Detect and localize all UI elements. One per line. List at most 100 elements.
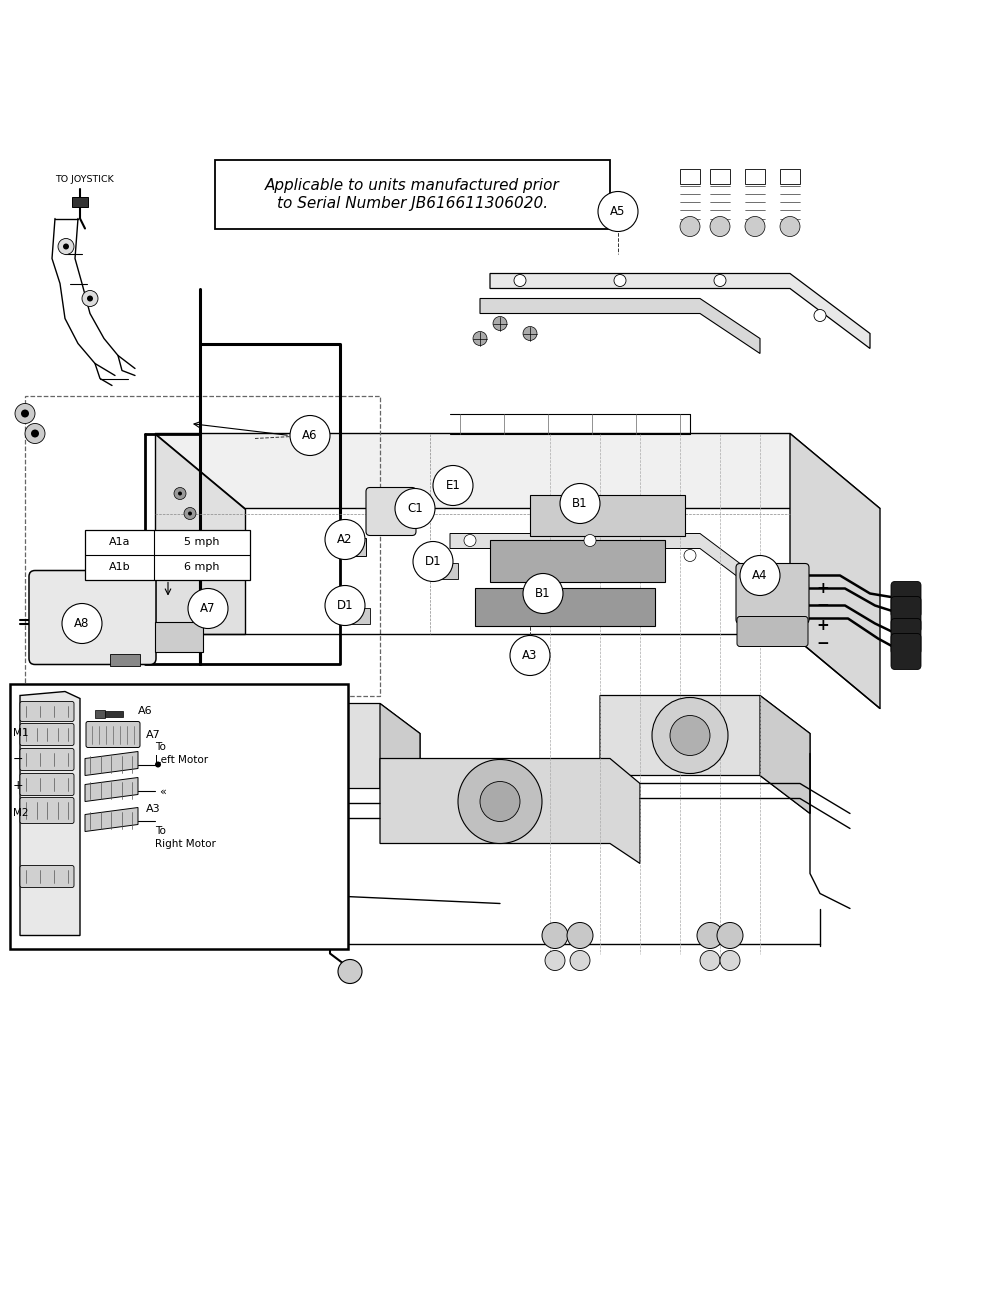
Bar bbox=[95, 710, 105, 718]
Bar bbox=[710, 169, 730, 183]
Circle shape bbox=[680, 217, 700, 237]
Circle shape bbox=[720, 950, 740, 971]
Circle shape bbox=[523, 327, 537, 341]
Text: M1: M1 bbox=[13, 728, 28, 738]
Bar bbox=[110, 654, 140, 665]
FancyBboxPatch shape bbox=[20, 724, 74, 745]
Text: To
Right Motor: To Right Motor bbox=[155, 826, 216, 848]
Text: B1: B1 bbox=[535, 587, 551, 600]
Text: +: + bbox=[13, 779, 24, 792]
Polygon shape bbox=[380, 758, 640, 864]
Bar bbox=[105, 711, 123, 716]
Polygon shape bbox=[600, 695, 810, 813]
Circle shape bbox=[700, 950, 720, 971]
Circle shape bbox=[325, 586, 365, 626]
Text: «: « bbox=[160, 787, 166, 796]
Circle shape bbox=[31, 430, 39, 438]
Circle shape bbox=[87, 295, 93, 302]
Text: B1: B1 bbox=[572, 497, 588, 510]
Circle shape bbox=[570, 950, 590, 971]
Circle shape bbox=[510, 635, 550, 676]
Bar bbox=[680, 169, 700, 183]
Text: A6: A6 bbox=[138, 706, 153, 715]
Circle shape bbox=[523, 574, 563, 613]
Polygon shape bbox=[790, 434, 880, 708]
Circle shape bbox=[670, 715, 710, 755]
Bar bbox=[10, 684, 348, 949]
Circle shape bbox=[584, 535, 596, 546]
FancyBboxPatch shape bbox=[20, 865, 74, 887]
FancyBboxPatch shape bbox=[737, 617, 808, 647]
Polygon shape bbox=[480, 298, 760, 353]
Polygon shape bbox=[245, 703, 420, 813]
Circle shape bbox=[15, 404, 35, 423]
FancyBboxPatch shape bbox=[29, 570, 156, 664]
Circle shape bbox=[598, 192, 638, 231]
Circle shape bbox=[415, 553, 425, 562]
Circle shape bbox=[560, 484, 600, 524]
Text: 6 mph: 6 mph bbox=[184, 562, 220, 572]
Bar bbox=[215, 161, 610, 229]
Text: 5 mph: 5 mph bbox=[184, 537, 220, 548]
Bar bbox=[745, 169, 765, 183]
Circle shape bbox=[454, 494, 462, 502]
Polygon shape bbox=[490, 273, 870, 349]
Text: −: − bbox=[13, 753, 24, 766]
Circle shape bbox=[188, 511, 192, 515]
Circle shape bbox=[740, 555, 780, 596]
FancyBboxPatch shape bbox=[20, 749, 74, 771]
Circle shape bbox=[652, 698, 728, 774]
FancyBboxPatch shape bbox=[736, 563, 809, 623]
Circle shape bbox=[62, 604, 102, 643]
FancyBboxPatch shape bbox=[891, 596, 921, 633]
Text: A2: A2 bbox=[337, 533, 353, 546]
Text: M2: M2 bbox=[13, 809, 28, 818]
Circle shape bbox=[425, 558, 435, 569]
Text: −: − bbox=[817, 599, 829, 613]
Text: A6: A6 bbox=[302, 429, 318, 442]
Text: A5: A5 bbox=[610, 205, 626, 218]
Text: C1: C1 bbox=[407, 502, 423, 515]
Polygon shape bbox=[85, 752, 138, 775]
Text: E1: E1 bbox=[446, 478, 460, 491]
Bar bbox=[338, 537, 366, 555]
Circle shape bbox=[21, 409, 29, 417]
Bar bbox=[155, 622, 203, 651]
Circle shape bbox=[710, 217, 730, 237]
Circle shape bbox=[464, 535, 476, 546]
Text: A4: A4 bbox=[752, 569, 768, 582]
FancyBboxPatch shape bbox=[20, 797, 74, 823]
Polygon shape bbox=[760, 695, 810, 813]
Bar bbox=[780, 169, 800, 183]
Circle shape bbox=[178, 491, 182, 495]
Text: A8: A8 bbox=[74, 617, 90, 630]
FancyBboxPatch shape bbox=[891, 618, 921, 655]
Bar bbox=[530, 495, 685, 536]
Circle shape bbox=[717, 923, 743, 949]
Text: Applicable to units manufactured prior
to Serial Number JB616611306020.: Applicable to units manufactured prior t… bbox=[265, 178, 560, 210]
Circle shape bbox=[714, 274, 726, 286]
Text: +: + bbox=[817, 582, 829, 596]
Bar bbox=[430, 562, 458, 579]
Circle shape bbox=[697, 923, 723, 949]
Bar bbox=[342, 608, 370, 623]
Text: A1b: A1b bbox=[109, 562, 130, 572]
Circle shape bbox=[684, 549, 696, 562]
Circle shape bbox=[433, 465, 473, 506]
Text: −: − bbox=[817, 637, 829, 651]
Circle shape bbox=[292, 728, 328, 763]
Circle shape bbox=[814, 310, 826, 322]
Bar bbox=[85, 529, 250, 579]
Text: A3: A3 bbox=[146, 804, 161, 813]
Polygon shape bbox=[380, 703, 420, 813]
Text: A3: A3 bbox=[522, 650, 538, 663]
Text: A7: A7 bbox=[146, 729, 161, 740]
Circle shape bbox=[473, 332, 487, 345]
Polygon shape bbox=[20, 691, 80, 936]
Circle shape bbox=[614, 274, 626, 286]
Circle shape bbox=[82, 290, 98, 307]
Bar bbox=[475, 588, 655, 626]
FancyBboxPatch shape bbox=[366, 488, 416, 536]
Circle shape bbox=[58, 238, 74, 255]
FancyBboxPatch shape bbox=[86, 721, 140, 748]
